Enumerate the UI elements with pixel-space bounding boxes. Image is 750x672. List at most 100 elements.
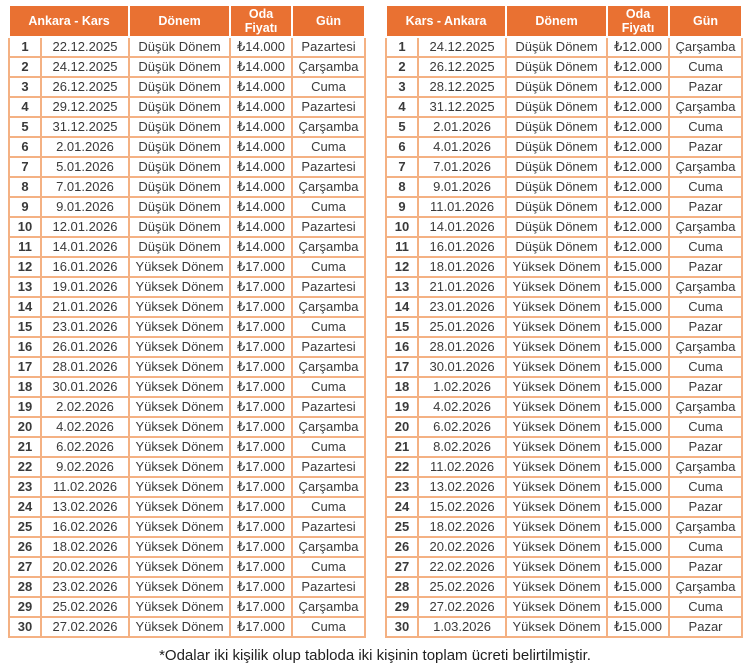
period-cell: Düşük Dönem — [128, 216, 232, 238]
price-cell: ₺14.000 — [229, 236, 294, 258]
day-cell: Çarşamba — [291, 596, 367, 618]
column-header-day: Gün — [291, 4, 367, 38]
day-cell: Çarşamba — [668, 396, 744, 418]
day-cell: Cuma — [291, 316, 367, 338]
row-number: 12 — [385, 256, 420, 278]
day-cell: Çarşamba — [668, 576, 744, 598]
day-cell: Cuma — [668, 416, 744, 438]
day-cell: Çarşamba — [668, 36, 744, 58]
date-cell: 16.01.2026 — [417, 236, 508, 258]
period-cell: Yüksek Dönem — [505, 396, 609, 418]
table-row: 9 11.01.2026 Düşük Dönem ₺12.000 Pazar — [385, 196, 744, 218]
day-cell: Pazar — [668, 436, 744, 458]
table-row: 6 2.01.2026 Düşük Dönem ₺14.000 Cuma — [8, 136, 367, 158]
row-number: 29 — [8, 596, 42, 618]
period-cell: Yüksek Dönem — [128, 296, 232, 318]
date-cell: 26.12.2025 — [39, 76, 131, 98]
price-cell: ₺17.000 — [229, 616, 294, 638]
day-cell: Cuma — [668, 596, 744, 618]
row-number: 26 — [8, 536, 42, 558]
table-row: 10 12.01.2026 Düşük Dönem ₺14.000 Pazartesi — [8, 216, 367, 238]
date-cell: 30.01.2026 — [39, 376, 131, 398]
table-row: 30 1.03.2026 Yüksek Dönem ₺15.000 Pazar — [385, 616, 744, 638]
price-cell: ₺14.000 — [229, 136, 294, 158]
row-number: 2 — [385, 56, 420, 78]
row-number: 15 — [385, 316, 420, 338]
price-cell: ₺17.000 — [229, 396, 294, 418]
period-cell: Yüksek Dönem — [505, 616, 609, 638]
date-cell: 4.02.2026 — [39, 416, 131, 438]
table-row: 3 28.12.2025 Düşük Dönem ₺12.000 Pazar — [385, 76, 744, 98]
period-cell: Yüksek Dönem — [128, 336, 232, 358]
row-number: 9 — [385, 196, 420, 218]
table-row: 13 19.01.2026 Yüksek Dönem ₺17.000 Pazartesi — [8, 276, 367, 298]
row-number: 14 — [385, 296, 420, 318]
row-number: 19 — [8, 396, 42, 418]
day-cell: Cuma — [668, 356, 744, 378]
period-cell: Düşük Dönem — [128, 96, 232, 118]
table-row: 12 18.01.2026 Yüksek Dönem ₺15.000 Pazar — [385, 256, 744, 278]
price-table-ankara-kars: Ankara - Kars Dönem Oda Fiyatı Gün 1 22.1… — [7, 4, 367, 638]
day-cell: Çarşamba — [291, 176, 367, 198]
price-cell: ₺15.000 — [606, 556, 671, 578]
date-cell: 28.01.2026 — [39, 356, 131, 378]
period-cell: Yüksek Dönem — [128, 496, 232, 518]
row-number: 3 — [385, 76, 420, 98]
date-cell: 13.02.2026 — [39, 496, 131, 518]
table-row: 22 9.02.2026 Yüksek Dönem ₺17.000 Pazartesi — [8, 456, 367, 478]
day-cell: Cuma — [668, 56, 744, 78]
period-cell: Yüksek Dönem — [128, 356, 232, 378]
date-cell: 24.12.2025 — [39, 56, 131, 78]
row-number: 8 — [8, 176, 42, 198]
row-number: 10 — [8, 216, 42, 238]
period-cell: Yüksek Dönem — [128, 596, 232, 618]
day-cell: Çarşamba — [668, 156, 744, 178]
date-cell: 8.02.2026 — [417, 436, 508, 458]
price-cell: ₺15.000 — [606, 356, 671, 378]
day-cell: Çarşamba — [668, 96, 744, 118]
table-row: 2 24.12.2025 Düşük Dönem ₺14.000 Çarşamba — [8, 56, 367, 78]
row-number: 30 — [8, 616, 42, 638]
column-header-period: Dönem — [128, 4, 232, 38]
date-cell: 18.02.2026 — [417, 516, 508, 538]
price-cell: ₺17.000 — [229, 516, 294, 538]
price-cell: ₺14.000 — [229, 176, 294, 198]
table-row: 28 25.02.2026 Yüksek Dönem ₺15.000 Çarşamba — [385, 576, 744, 598]
day-cell: Cuma — [291, 556, 367, 578]
period-cell: Düşük Dönem — [128, 36, 232, 58]
table-row: 16 26.01.2026 Yüksek Dönem ₺17.000 Pazartesi — [8, 336, 367, 358]
table-row: 19 4.02.2026 Yüksek Dönem ₺15.000 Çarşamba — [385, 396, 744, 418]
row-number: 23 — [385, 476, 420, 498]
period-cell: Yüksek Dönem — [128, 476, 232, 498]
table-row: 29 27.02.2026 Yüksek Dönem ₺15.000 Cuma — [385, 596, 744, 618]
day-cell: Cuma — [668, 536, 744, 558]
date-cell: 31.12.2025 — [417, 96, 508, 118]
table-row: 25 16.02.2026 Yüksek Dönem ₺17.000 Pazartesi — [8, 516, 367, 538]
period-cell: Yüksek Dönem — [505, 536, 609, 558]
table-row: 18 30.01.2026 Yüksek Dönem ₺17.000 Cuma — [8, 376, 367, 398]
price-cell: ₺14.000 — [229, 216, 294, 238]
column-header-room-price: Oda Fiyatı — [229, 4, 294, 38]
row-number: 29 — [385, 596, 420, 618]
row-number: 28 — [8, 576, 42, 598]
day-cell: Pazartesi — [291, 396, 367, 418]
day-cell: Cuma — [291, 436, 367, 458]
day-cell: Cuma — [668, 176, 744, 198]
row-number: 10 — [385, 216, 420, 238]
table-row: 21 8.02.2026 Yüksek Dönem ₺15.000 Pazar — [385, 436, 744, 458]
day-cell: Pazartesi — [291, 36, 367, 58]
date-cell: 23.01.2026 — [39, 316, 131, 338]
row-number: 26 — [385, 536, 420, 558]
day-cell: Çarşamba — [291, 296, 367, 318]
price-cell: ₺15.000 — [606, 596, 671, 618]
date-cell: 31.12.2025 — [39, 116, 131, 138]
table-row: 5 2.01.2026 Düşük Dönem ₺12.000 Cuma — [385, 116, 744, 138]
day-cell: Çarşamba — [291, 56, 367, 78]
table-row: 15 25.01.2026 Yüksek Dönem ₺15.000 Pazar — [385, 316, 744, 338]
table-row: 10 14.01.2026 Düşük Dönem ₺12.000 Çarşamba — [385, 216, 744, 238]
table-row: 13 21.01.2026 Yüksek Dönem ₺15.000 Çarşamba — [385, 276, 744, 298]
row-number: 8 — [385, 176, 420, 198]
table-row: 20 4.02.2026 Yüksek Dönem ₺17.000 Çarşamba — [8, 416, 367, 438]
table-row: 21 6.02.2026 Yüksek Dönem ₺17.000 Cuma — [8, 436, 367, 458]
period-cell: Yüksek Dönem — [128, 576, 232, 598]
